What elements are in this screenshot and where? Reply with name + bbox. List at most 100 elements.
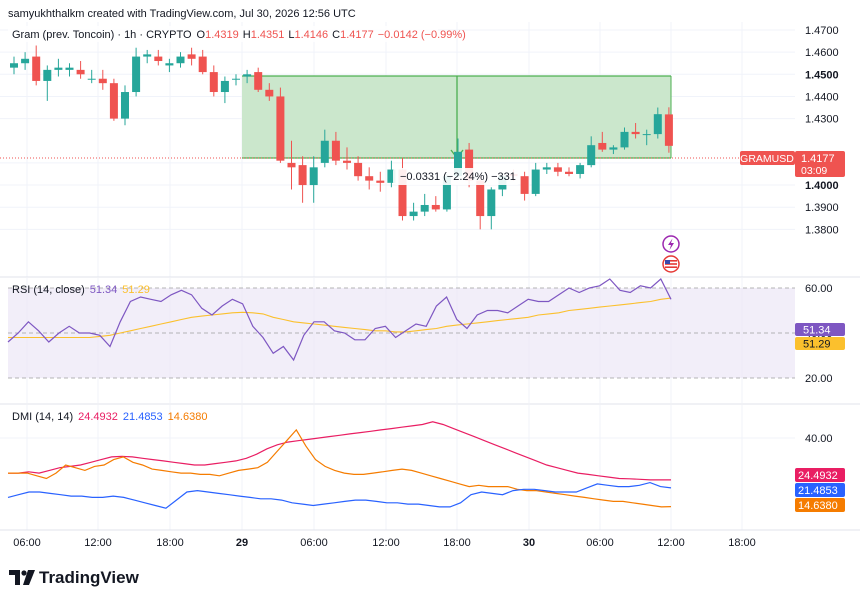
candle-body xyxy=(98,78,107,84)
dmi-legend: DMI (14, 14) 24.4932 21.4853 14.6380 xyxy=(12,411,207,423)
symbol-line: Gram (prev. Toncoin) · 1h · CRYPTO xyxy=(12,29,192,41)
dmi-legend-minus-di: 14.6380 xyxy=(168,411,208,423)
price-axis[interactable]: 1.38001.39001.40001.41001.43001.44001.45… xyxy=(805,25,839,236)
header-caption: samyukhthalkm created with TradingView.c… xyxy=(8,8,356,20)
price-tick-label: 1.4000 xyxy=(805,180,839,192)
tradingview-logo[interactable]: TradingView xyxy=(9,568,140,587)
candle-body xyxy=(132,56,141,93)
price-tick-label: 1.4700 xyxy=(805,25,839,37)
rsi-legend-ma-value: 51.29 xyxy=(122,284,150,296)
candle-body xyxy=(520,176,529,194)
candle-body xyxy=(209,72,218,93)
adx-line xyxy=(8,421,671,481)
dmi-axis[interactable]: 40.00 xyxy=(805,433,833,445)
measure-label: −0.0331 (−2.24%) −331 xyxy=(393,168,520,185)
candle-body xyxy=(243,74,252,77)
candle-body xyxy=(431,204,440,210)
plus-di-value-badge-text: 21.4853 xyxy=(798,485,838,497)
candle-body xyxy=(442,176,451,210)
candle-body xyxy=(365,176,374,181)
price-tick-label: 1.4500 xyxy=(805,69,839,81)
lightning-event-icon[interactable] xyxy=(662,235,680,253)
candle-body xyxy=(631,131,640,135)
ohlc-high-value: 1.4351 xyxy=(251,29,285,41)
price-tick-label: 1.4400 xyxy=(805,91,839,103)
candle-body xyxy=(54,67,63,70)
candle-body xyxy=(387,169,396,183)
dmi-legend-adx: 24.4932 xyxy=(78,411,118,423)
symbol-legend: Gram (prev. Toncoin) · 1h · CRYPTO O1.431… xyxy=(12,29,466,41)
candle-body xyxy=(254,72,263,90)
candle-body xyxy=(343,160,351,163)
rsi-legend: RSI (14, close) 51.34 51.29 xyxy=(12,284,150,296)
candle-body xyxy=(331,140,340,161)
last-price-text: 1.4177 xyxy=(801,153,835,165)
candle-body xyxy=(287,162,296,168)
minus-di-value-badge-text: 14.6380 xyxy=(798,500,838,512)
us-flag-event-icon[interactable] xyxy=(662,255,680,273)
candle-body xyxy=(454,151,462,177)
rsi-tick-label: 20.00 xyxy=(805,373,833,385)
candle-body xyxy=(65,67,74,70)
ohlc-close-key: C xyxy=(332,29,340,41)
plus-di-line xyxy=(7,481,672,509)
ohlc-open-value: 1.4319 xyxy=(205,29,239,41)
ohlc-change: −0.0142 (−0.99%) xyxy=(378,29,466,41)
candle-body xyxy=(76,69,85,75)
time-tick-label: 06:00 xyxy=(300,537,328,549)
candle-body xyxy=(587,145,596,166)
dmi-gridlines xyxy=(0,405,795,530)
time-axis[interactable]: 06:00 12:00 18:00 29 06:00 12:00 18:00 30 06:00 1… xyxy=(13,537,756,549)
candle-body xyxy=(121,92,129,119)
candle-body xyxy=(21,58,30,64)
candle-body xyxy=(165,63,174,66)
candle-body xyxy=(232,78,240,80)
candle-body xyxy=(642,134,651,136)
minus-di-value-badge xyxy=(795,498,845,512)
candle-body xyxy=(553,167,562,172)
candle-body xyxy=(354,162,363,177)
adx-value-badge xyxy=(795,468,845,482)
candle-body xyxy=(276,96,285,161)
candle-body xyxy=(531,169,540,194)
time-tick-label: 18:00 xyxy=(443,537,471,549)
main-pane[interactable]: −0.0331 (−2.24%) −331 1.3800 1.3900 1.4000… xyxy=(0,22,845,277)
time-tick-label: 06:00 xyxy=(13,537,41,549)
ohlc-low-value: 1.4146 xyxy=(294,29,328,41)
last-price-badge xyxy=(795,151,845,177)
time-tick-label: 18:00 xyxy=(156,537,184,549)
candle-body xyxy=(620,131,629,148)
price-tick-label: 1.4600 xyxy=(805,47,839,59)
rsi-value-badge-text: 51.34 xyxy=(803,325,831,337)
candle-body xyxy=(143,54,152,57)
rsi-ma-line xyxy=(8,297,672,339)
candle-body xyxy=(265,89,274,97)
candle-body xyxy=(10,63,18,68)
candle-body xyxy=(154,56,163,62)
candlestick-series xyxy=(10,45,673,230)
dmi-legend-plus-di: 21.4853 xyxy=(123,411,163,423)
minus-di-line xyxy=(8,428,672,508)
dmi-pane[interactable]: 40.00 24.4932 21.4853 14.6380 DMI (14, 1… xyxy=(0,405,845,530)
ohlc-low-key: L xyxy=(288,29,294,41)
ohlc-high-key: H xyxy=(243,29,251,41)
candle-body xyxy=(487,189,496,217)
time-tick-label: 06:00 xyxy=(586,537,614,549)
rsi-line xyxy=(7,278,672,362)
adx-value-badge-text: 24.4932 xyxy=(798,470,838,482)
candle-body xyxy=(320,140,329,163)
candle-body xyxy=(576,165,585,174)
rsi-tick-label: 60.00 xyxy=(805,283,833,295)
candle-body xyxy=(220,80,229,93)
candle-body xyxy=(187,54,196,59)
rsi-value-badge xyxy=(795,323,845,336)
candle-body xyxy=(87,78,96,80)
measure-label-text: −0.0331 (−2.24%) −331 xyxy=(400,171,516,183)
rsi-ma-value-badge-text: 51.29 xyxy=(803,339,831,351)
candle-body xyxy=(32,56,41,81)
time-tick-label: 18:00 xyxy=(728,537,756,549)
price-tick-label: 1.3800 xyxy=(805,224,839,236)
time-tick-label: 12:00 xyxy=(84,537,112,549)
